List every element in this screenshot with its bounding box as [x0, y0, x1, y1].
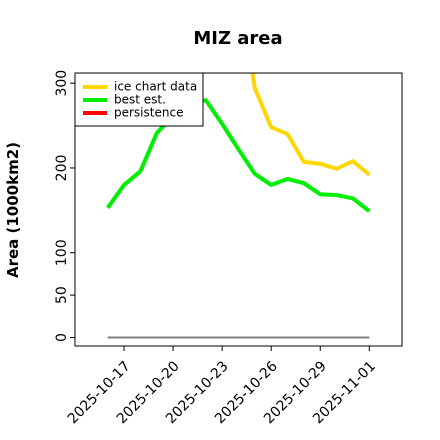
series-line: [250, 73, 371, 177]
series-line: [106, 98, 371, 213]
legend-label: ice chart data: [114, 80, 197, 94]
legend-label: persistence: [114, 106, 183, 120]
y-axis-label: Area (1000km2): [4, 142, 22, 278]
legend-label: best est.: [114, 93, 166, 107]
y-tick-label: 50: [54, 286, 70, 304]
plot-frame: [74, 72, 403, 347]
y-tick-label: 100: [54, 239, 70, 266]
plot-area: [106, 73, 371, 339]
y-tick-label: 0: [54, 333, 70, 342]
chart-title: MIZ area: [193, 28, 282, 49]
y-tick-label: 300: [54, 70, 70, 97]
y-tick-label: 200: [54, 155, 70, 182]
